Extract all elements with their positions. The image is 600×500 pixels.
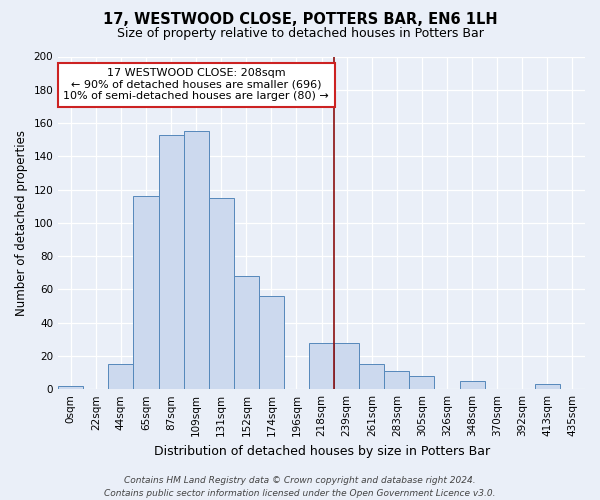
Y-axis label: Number of detached properties: Number of detached properties xyxy=(15,130,28,316)
Bar xyxy=(460,381,485,389)
X-axis label: Distribution of detached houses by size in Potters Bar: Distribution of detached houses by size … xyxy=(154,444,490,458)
Text: 17, WESTWOOD CLOSE, POTTERS BAR, EN6 1LH: 17, WESTWOOD CLOSE, POTTERS BAR, EN6 1LH xyxy=(103,12,497,28)
Bar xyxy=(259,296,284,389)
Bar xyxy=(58,386,83,389)
Bar xyxy=(359,364,385,389)
Bar xyxy=(184,132,209,389)
Bar xyxy=(158,134,184,389)
Bar xyxy=(535,384,560,389)
Text: Contains HM Land Registry data © Crown copyright and database right 2024.
Contai: Contains HM Land Registry data © Crown c… xyxy=(104,476,496,498)
Bar xyxy=(209,198,234,389)
Bar xyxy=(409,376,434,389)
Bar xyxy=(234,276,259,389)
Bar xyxy=(133,196,158,389)
Bar xyxy=(385,371,409,389)
Text: Size of property relative to detached houses in Potters Bar: Size of property relative to detached ho… xyxy=(116,28,484,40)
Bar xyxy=(109,364,133,389)
Bar xyxy=(309,342,334,389)
Bar xyxy=(334,342,359,389)
Text: 17 WESTWOOD CLOSE: 208sqm
← 90% of detached houses are smaller (696)
10% of semi: 17 WESTWOOD CLOSE: 208sqm ← 90% of detac… xyxy=(63,68,329,102)
